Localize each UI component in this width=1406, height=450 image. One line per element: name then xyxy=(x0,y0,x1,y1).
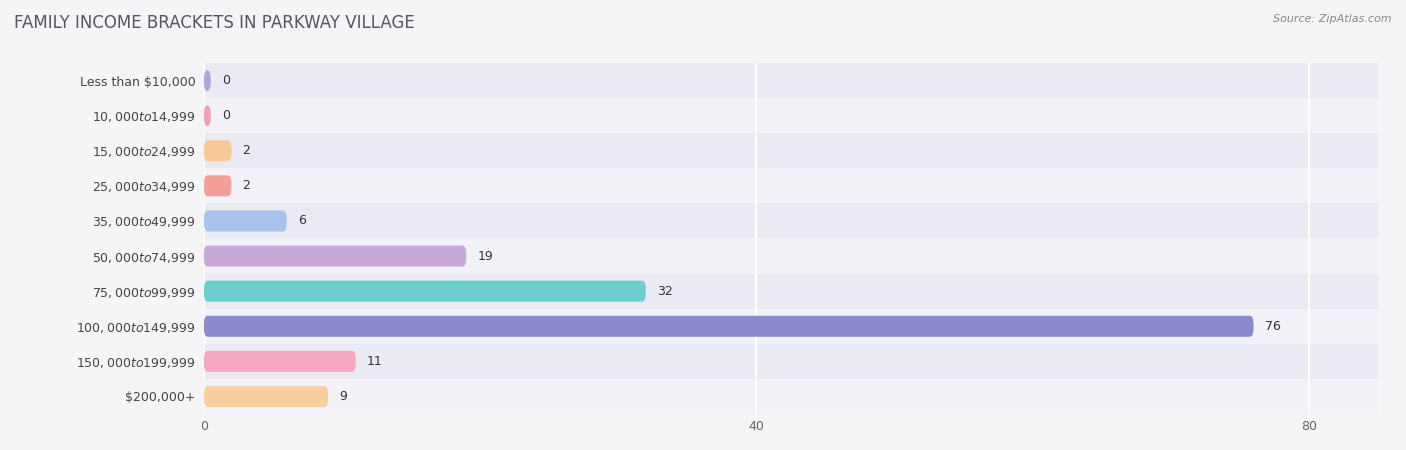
FancyBboxPatch shape xyxy=(204,140,232,161)
Bar xyxy=(204,274,1378,309)
Bar xyxy=(204,344,1378,379)
Text: Source: ZipAtlas.com: Source: ZipAtlas.com xyxy=(1274,14,1392,23)
FancyBboxPatch shape xyxy=(204,351,356,372)
FancyBboxPatch shape xyxy=(204,70,211,91)
FancyBboxPatch shape xyxy=(204,281,645,302)
FancyBboxPatch shape xyxy=(204,386,328,407)
Text: 0: 0 xyxy=(222,109,229,122)
Bar xyxy=(204,168,1378,203)
FancyBboxPatch shape xyxy=(204,316,1254,337)
Bar xyxy=(204,133,1378,168)
FancyBboxPatch shape xyxy=(204,211,287,231)
Text: 11: 11 xyxy=(367,355,382,368)
FancyBboxPatch shape xyxy=(204,105,211,126)
Bar xyxy=(204,98,1378,133)
Text: 2: 2 xyxy=(243,180,250,192)
Bar xyxy=(204,63,1378,98)
Bar xyxy=(204,309,1378,344)
Text: 0: 0 xyxy=(222,74,229,87)
FancyBboxPatch shape xyxy=(204,246,467,266)
Text: 32: 32 xyxy=(657,285,672,297)
Text: 76: 76 xyxy=(1264,320,1281,333)
Bar xyxy=(204,203,1378,238)
FancyBboxPatch shape xyxy=(204,176,232,196)
Text: 6: 6 xyxy=(298,215,305,227)
Text: FAMILY INCOME BRACKETS IN PARKWAY VILLAGE: FAMILY INCOME BRACKETS IN PARKWAY VILLAG… xyxy=(14,14,415,32)
Bar xyxy=(204,379,1378,414)
Text: 2: 2 xyxy=(243,144,250,157)
Text: 9: 9 xyxy=(339,390,347,403)
Text: 19: 19 xyxy=(478,250,494,262)
Bar xyxy=(204,238,1378,274)
